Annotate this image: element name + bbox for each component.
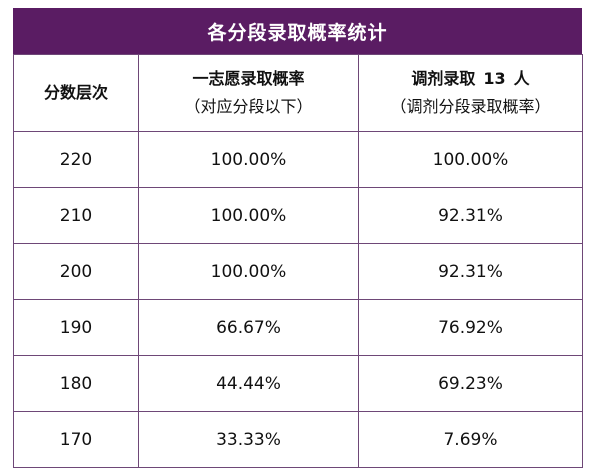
score-cell: 170 (13, 411, 139, 468)
header-score-level: 分数层次 (13, 54, 139, 132)
table-row: 220 100.00% 100.00% (13, 131, 583, 188)
adjust-cell: 92.31% (358, 187, 583, 244)
header-adjustment-count: 13 (483, 69, 506, 88)
score-cell: 210 (13, 187, 139, 244)
table-row: 210 100.00% 92.31% (13, 187, 583, 244)
adjust-cell: 69.23% (358, 355, 583, 412)
header-adjustment-prefix: 调剂录取 (411, 69, 476, 88)
first-choice-cell: 44.44% (138, 355, 359, 412)
first-choice-cell: 66.67% (138, 299, 359, 356)
score-cell: 220 (13, 131, 139, 188)
header-first-choice-note: （对应分段以下） (184, 97, 313, 116)
adjust-cell: 100.00% (358, 131, 583, 188)
first-choice-cell: 100.00% (138, 243, 359, 300)
first-choice-cell: 100.00% (138, 131, 359, 188)
table-row: 200 100.00% 92.31% (13, 243, 583, 300)
header-adjustment-note: （调剂分段录取概率） (390, 97, 551, 116)
score-cell: 200 (13, 243, 139, 300)
table-row: 170 33.33% 7.69% (13, 411, 583, 468)
table-title: 各分段录取概率统计 (13, 8, 582, 54)
adjust-cell: 92.31% (358, 243, 583, 300)
score-cell: 190 (13, 299, 139, 356)
table-row: 180 44.44% 69.23% (13, 355, 583, 412)
header-first-choice: 一志愿录取概率 （对应分段以下） (138, 54, 359, 132)
probability-grid: 分数层次 一志愿录取概率 （对应分段以下） 调剂录取 13 人 （调剂分段录取概率）… (13, 54, 583, 468)
header-adjustment-label: 调剂录取 13 人 (359, 65, 582, 93)
first-choice-cell: 33.33% (138, 411, 359, 468)
header-adjustment-suffix: 人 (513, 69, 530, 88)
adjust-cell: 76.92% (358, 299, 583, 356)
header-score-level-label: 分数层次 (43, 83, 108, 102)
first-choice-cell: 100.00% (138, 187, 359, 244)
header-first-choice-label: 一志愿录取概率 (192, 69, 305, 88)
header-adjustment: 调剂录取 13 人 （调剂分段录取概率） (358, 54, 583, 132)
adjust-cell: 7.69% (358, 411, 583, 468)
score-cell: 180 (13, 355, 139, 412)
header-row: 分数层次 一志愿录取概率 （对应分段以下） 调剂录取 13 人 （调剂分段录取概率） (13, 54, 583, 132)
table-row: 190 66.67% 76.92% (13, 299, 583, 356)
